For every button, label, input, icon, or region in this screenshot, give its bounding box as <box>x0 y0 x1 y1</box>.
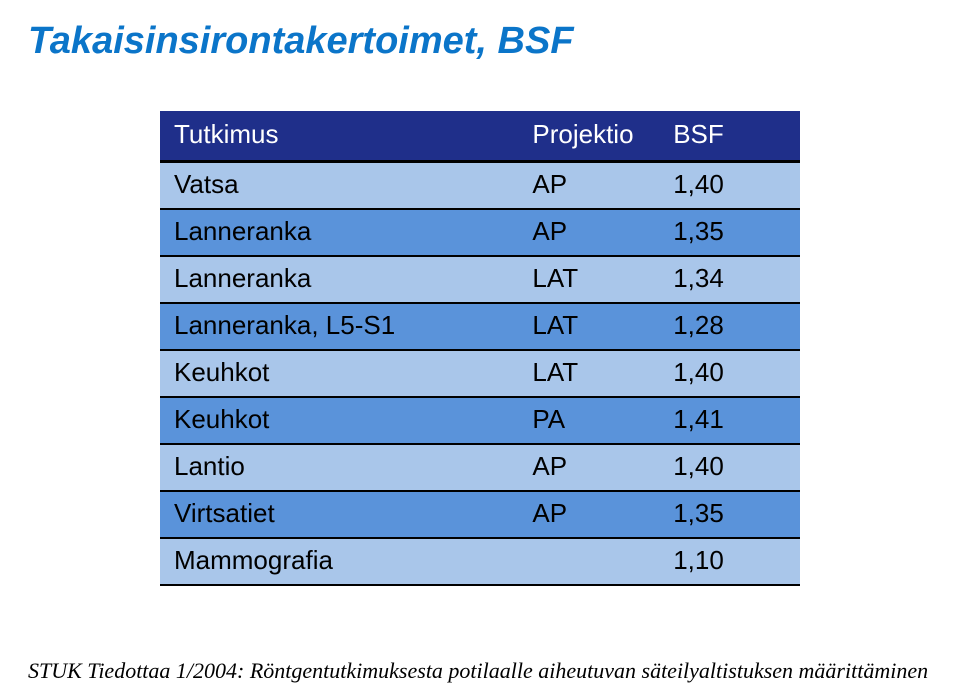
table-cell: Keuhkot <box>160 397 518 444</box>
table-cell: Lanneranka <box>160 256 518 303</box>
page-title: Takaisinsirontakertoimet, BSF <box>0 0 960 71</box>
table-cell: 1,35 <box>659 209 800 256</box>
table-row: VatsaAP1,40 <box>160 162 800 210</box>
table-row: Mammografia 1,10 <box>160 538 800 585</box>
table-cell: 1,41 <box>659 397 800 444</box>
table-cell: 1,35 <box>659 491 800 538</box>
table-cell: 1,40 <box>659 162 800 210</box>
table-cell: LAT <box>518 256 659 303</box>
table-cell: Mammografia <box>160 538 518 585</box>
table-cell: AP <box>518 209 659 256</box>
table-cell: 1,40 <box>659 350 800 397</box>
table-row: LantioAP1,40 <box>160 444 800 491</box>
table-cell: 1,28 <box>659 303 800 350</box>
table-row: VirtsatietAP1,35 <box>160 491 800 538</box>
bsf-table-container: Tutkimus Projektio BSF VatsaAP1,40Lanner… <box>160 111 800 586</box>
table-cell: 1,40 <box>659 444 800 491</box>
table-row: LannerankaAP1,35 <box>160 209 800 256</box>
table-cell: LAT <box>518 350 659 397</box>
table-row: Lanneranka, L5-S1LAT1,28 <box>160 303 800 350</box>
col-header-tutkimus: Tutkimus <box>160 111 518 162</box>
table-cell: AP <box>518 162 659 210</box>
col-header-projektio: Projektio <box>518 111 659 162</box>
table-header-row: Tutkimus Projektio BSF <box>160 111 800 162</box>
table-cell: AP <box>518 444 659 491</box>
table-cell: Lanneranka, L5-S1 <box>160 303 518 350</box>
table-cell: PA <box>518 397 659 444</box>
table-cell: Vatsa <box>160 162 518 210</box>
table-cell: Lanneranka <box>160 209 518 256</box>
table-row: KeuhkotLAT1,40 <box>160 350 800 397</box>
col-header-bsf: BSF <box>659 111 800 162</box>
table-cell: Lantio <box>160 444 518 491</box>
table-cell: Keuhkot <box>160 350 518 397</box>
table-cell: 1,10 <box>659 538 800 585</box>
footnote-citation: STUK Tiedottaa 1/2004: Röntgentutkimukse… <box>28 658 932 684</box>
table-row: KeuhkotPA1,41 <box>160 397 800 444</box>
table-cell <box>518 538 659 585</box>
table-cell: Virtsatiet <box>160 491 518 538</box>
table-cell: 1,34 <box>659 256 800 303</box>
table-cell: AP <box>518 491 659 538</box>
table-row: LannerankaLAT1,34 <box>160 256 800 303</box>
table-cell: LAT <box>518 303 659 350</box>
bsf-table: Tutkimus Projektio BSF VatsaAP1,40Lanner… <box>160 111 800 586</box>
